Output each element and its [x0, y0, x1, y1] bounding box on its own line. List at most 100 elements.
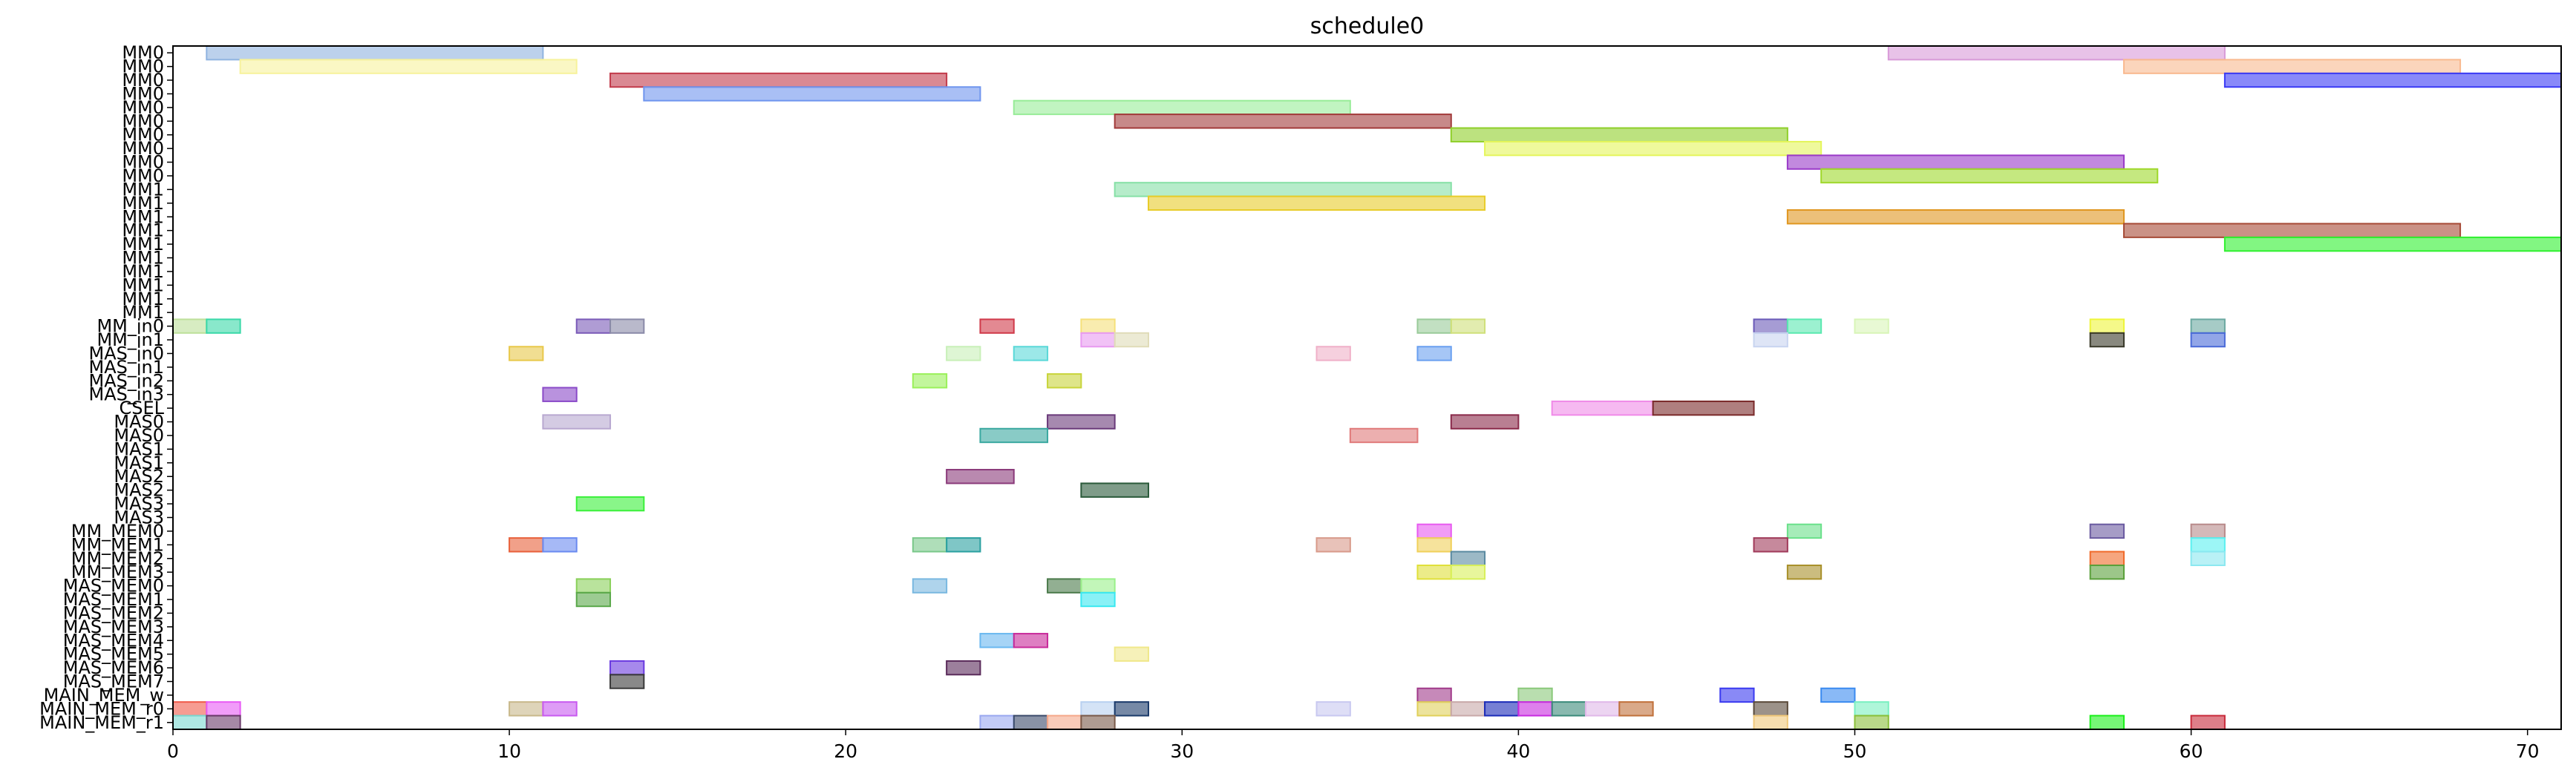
- y-tick-label: MAS2: [114, 480, 164, 501]
- schedule-bar: [1416, 523, 1452, 539]
- schedule-bar: [2089, 714, 2125, 731]
- bars-layer: [172, 45, 2562, 731]
- schedule-bar: [2089, 564, 2125, 580]
- schedule-bar: [206, 318, 241, 334]
- schedule-bar: [1114, 701, 1149, 717]
- y-axis: MM0MM0MM0MM0MM0MM0MM0MM0MM0MM0MM1MM1MM1M…: [39, 42, 173, 733]
- schedule-bar: [1484, 701, 1520, 717]
- y-tick-label: MM1: [122, 206, 164, 227]
- schedule-bar: [1517, 687, 1553, 703]
- schedule-bar: [979, 714, 1015, 731]
- y-tick-label: MAS_MEM4: [63, 630, 164, 651]
- schedule-bar: [1080, 714, 1116, 731]
- schedule-bar: [1786, 523, 1823, 539]
- y-tick-label: MM1: [122, 302, 164, 323]
- schedule-bar: [542, 387, 578, 402]
- x-tick-label: 70: [2516, 740, 2540, 762]
- schedule-bar: [2089, 332, 2125, 348]
- schedule-bar: [1854, 701, 1889, 717]
- x-tick-label: 30: [1170, 740, 1194, 762]
- y-tick-label: MM_in1: [97, 329, 164, 350]
- schedule-bar: [206, 45, 544, 61]
- schedule-bar: [1114, 332, 1149, 348]
- schedule-bar: [1416, 687, 1452, 703]
- schedule-bar: [206, 701, 241, 717]
- y-tick-label: CSEL: [119, 398, 164, 418]
- schedule-bar: [1753, 318, 1788, 334]
- schedule-bar: [946, 660, 981, 676]
- schedule-bar: [2223, 236, 2562, 252]
- y-tick-label: MM0: [122, 165, 164, 186]
- schedule-bar: [172, 318, 208, 334]
- y-tick-label: MAS_MEM6: [63, 657, 164, 678]
- x-tick-label: 0: [167, 740, 179, 762]
- schedule-bar: [2190, 332, 2226, 348]
- x-tick-label: 50: [1843, 740, 1867, 762]
- y-tick-label: MM1: [122, 289, 164, 309]
- y-tick-label: MAIN_MEM_w: [44, 685, 164, 706]
- schedule-bar: [1820, 687, 1856, 703]
- schedule-bar: [1013, 346, 1049, 361]
- schedule-bar: [1416, 564, 1452, 580]
- schedule-bar: [1585, 701, 1621, 717]
- schedule-bar: [1114, 114, 1452, 129]
- x-tick-label: 40: [1506, 740, 1530, 762]
- schedule-bar: [575, 578, 612, 594]
- schedule-bar: [1315, 701, 1351, 717]
- schedule-bar: [1753, 332, 1788, 348]
- y-tick-label: MAS_in1: [88, 357, 164, 378]
- y-tick-label: MM0: [122, 97, 164, 118]
- y-tick-label: MAS_in3: [88, 384, 164, 405]
- plot-frame: [172, 45, 2562, 730]
- schedule-bar: [946, 346, 981, 361]
- schedule-bar: [1080, 591, 1116, 608]
- y-tick-label: MM1: [122, 275, 164, 295]
- y-tick-label: MAS1: [114, 438, 164, 459]
- schedule-bar: [1450, 564, 1486, 580]
- schedule-bar: [1719, 687, 1755, 703]
- schedule-bar: [1753, 714, 1788, 731]
- schedule-bar: [1080, 701, 1116, 717]
- schedule-bar: [643, 86, 981, 102]
- schedule-bar: [1047, 414, 1116, 430]
- schedule-bar: [1517, 701, 1553, 717]
- schedule-bar: [1887, 45, 2226, 61]
- schedule-bar: [1820, 168, 2159, 184]
- schedule-bar: [1147, 195, 1486, 211]
- schedule-bar: [1551, 701, 1587, 717]
- schedule-bar: [1786, 209, 2125, 225]
- schedule-bar: [1551, 400, 1654, 416]
- y-tick-label: MM1: [122, 261, 164, 282]
- schedule-bar: [2122, 59, 2462, 74]
- schedule-bar: [912, 537, 948, 553]
- y-tick-label: MM0: [122, 152, 164, 173]
- schedule-bar: [1114, 182, 1452, 197]
- y-tick-label: MAIN_MEM_r0: [39, 698, 164, 719]
- y-tick-label: MM0: [122, 42, 164, 63]
- schedule-bar: [1349, 427, 1419, 444]
- schedule-bar: [172, 701, 208, 717]
- schedule-bar: [509, 537, 544, 553]
- y-tick-label: MAS3: [114, 493, 164, 514]
- y-tick-label: MM1: [122, 234, 164, 254]
- y-tick-label: MAIN_MEM_r1: [39, 712, 164, 733]
- y-tick-label: MAS_MEM2: [63, 602, 164, 623]
- schedule-bar: [1450, 318, 1486, 334]
- schedule-bar: [1786, 154, 2125, 170]
- schedule-bar: [1080, 578, 1116, 594]
- schedule-bar: [1315, 346, 1351, 361]
- schedule-bar: [1416, 537, 1452, 553]
- y-tick-label: MAS0: [114, 425, 164, 446]
- schedule-bar: [609, 318, 645, 334]
- schedule-bar: [1450, 127, 1788, 142]
- y-tick-label: MM1: [122, 220, 164, 241]
- y-tick-label: MM_MEM2: [71, 548, 164, 569]
- y-tick-label: MAS_in0: [88, 343, 164, 364]
- y-tick-label: MM_MEM1: [71, 534, 164, 555]
- y-tick-label: MM_MEM0: [71, 521, 164, 542]
- schedule-bar: [575, 496, 645, 512]
- schedule-bar: [1013, 633, 1049, 648]
- schedule-bar: [1753, 701, 1788, 717]
- x-tick-label: 20: [834, 740, 857, 762]
- schedule-bar: [2122, 223, 2462, 238]
